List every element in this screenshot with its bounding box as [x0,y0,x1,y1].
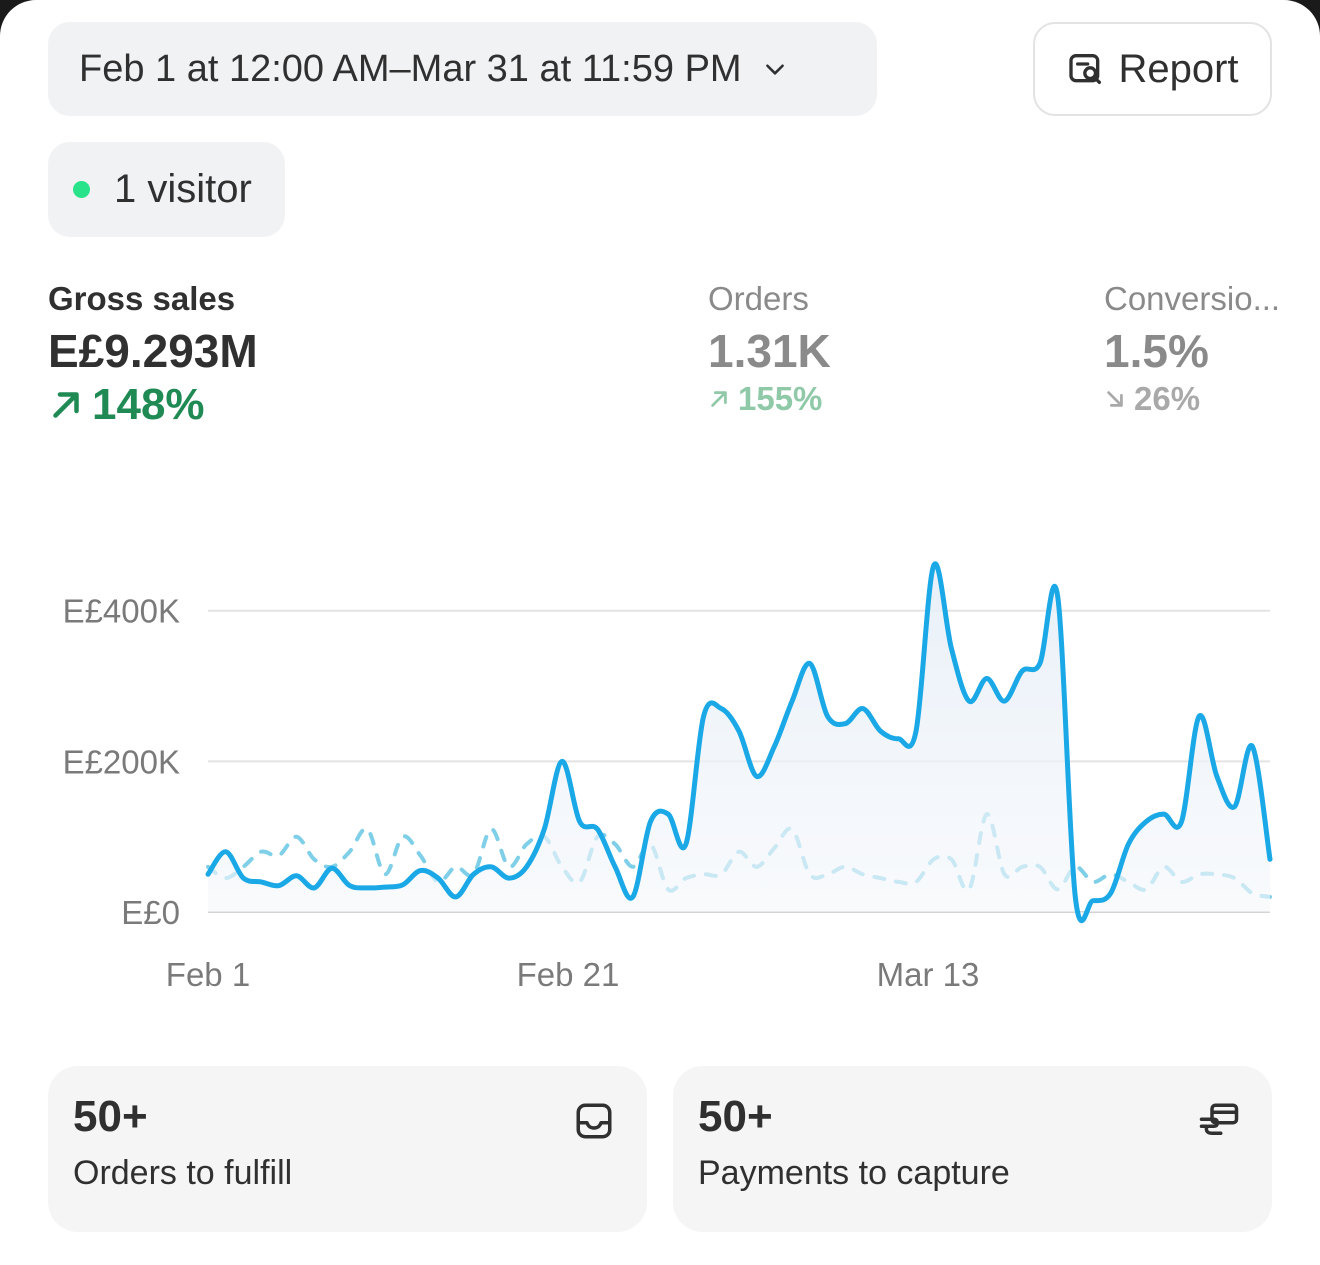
y-tick-label: E£400K [63,593,180,630]
metric-value: 1.5% [1104,325,1209,377]
metric-value: 1.31K [708,325,831,377]
metric-label: Orders [708,280,809,317]
hand-card-icon [1199,1103,1239,1135]
metric-label: Conversio... [1104,280,1281,317]
live-status-dot [73,181,90,198]
metric-delta: 26% [1104,380,1320,418]
date-range-button[interactable]: Feb 1 at 12:00 AM–Mar 31 at 11:59 PM [48,22,877,116]
metric-gross-sales[interactable]: Gross sales E£9.293M 148% [48,280,258,430]
arrow-down-right-icon [1107,391,1123,407]
report-button[interactable]: Report [1033,22,1272,116]
card-count: 50+ [73,1092,148,1141]
card-count: 50+ [698,1092,773,1141]
metric-delta-value: 155% [738,380,823,417]
metric-delta-value: 148% [92,380,205,429]
card-caption: Orders to fulfill [73,1154,293,1192]
metric-delta: 155% [708,380,831,418]
visitor-count-label: 1 visitor [114,167,252,211]
chevron-down-icon [765,64,784,75]
metric-conversion[interactable]: Conversio... 1.5% 26% [1104,280,1320,418]
report-label: Report [1118,46,1239,91]
metric-orders[interactable]: Orders 1.31K 155% [708,280,831,418]
sales-area-fill [208,563,1270,921]
sales-line-current [205,561,1273,924]
y-tick-label: E£0 [121,894,180,931]
metric-label: Gross sales [48,280,236,317]
metric-delta-value: 26% [1134,380,1201,417]
x-tick-label: Mar 13 [877,956,980,993]
orders-to-fulfill-card[interactable]: 50+ Orders to fulfill [48,1066,647,1232]
y-tick-label: E£200K [63,743,180,780]
x-tick-label: Feb 21 [517,956,620,993]
arrow-up-right-icon [711,391,727,407]
card-caption: Payments to capture [698,1154,1010,1192]
metric-value: E£9.293M [48,325,258,377]
date-range-label: Feb 1 at 12:00 AM–Mar 31 at 11:59 PM [79,47,742,90]
payments-to-capture-card[interactable]: 50+ Payments to capture [673,1066,1272,1232]
x-tick-label: Feb 1 [166,956,250,993]
report-search-icon [1069,54,1102,85]
live-visitors-pill[interactable]: 1 visitor [48,142,285,237]
metric-delta: 148% [48,380,258,430]
arrow-up-right-icon [53,392,79,418]
gross-sales-chart[interactable]: E£0 E£200K E£400K Feb 1 Feb 21 Mar 13 [0,540,1320,1010]
inbox-icon [576,1103,612,1139]
